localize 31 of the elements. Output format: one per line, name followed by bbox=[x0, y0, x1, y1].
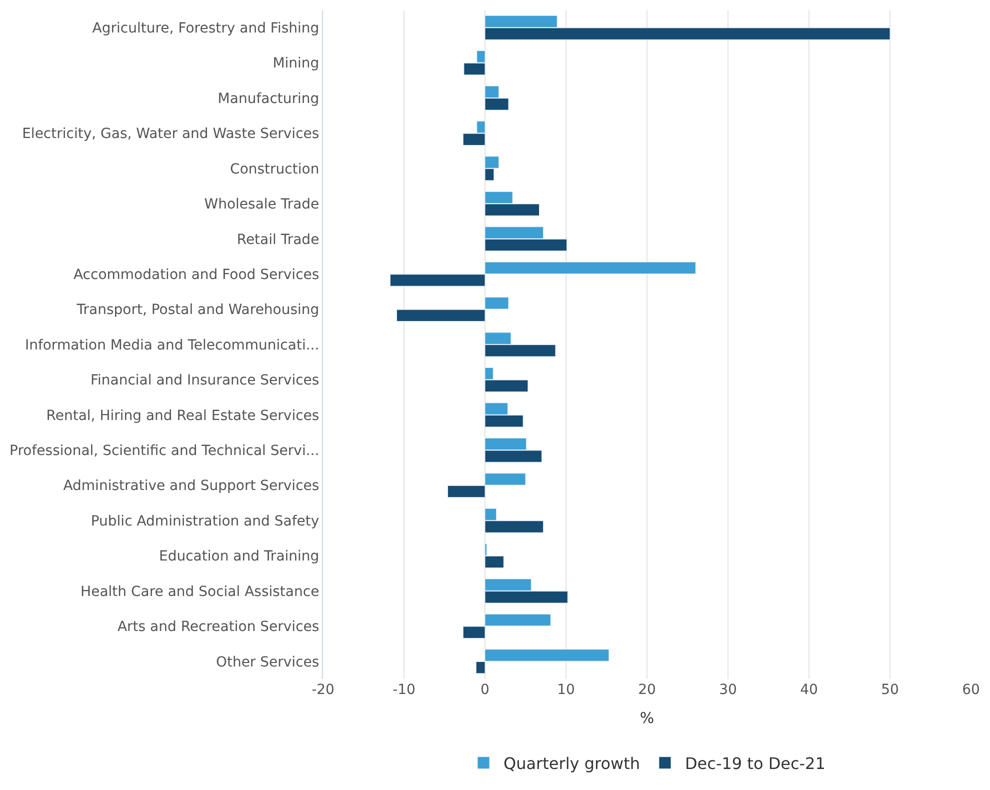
y-tick-label: Wholesale Trade bbox=[204, 196, 320, 213]
y-tick-label: Electricity, Gas, Water and Waste Services bbox=[22, 126, 320, 142]
x-tick-label: -20 bbox=[312, 682, 334, 698]
y-tick-label: Transport, Postal and Warehousing bbox=[76, 302, 320, 318]
legend-label: Dec-19 to Dec-21 bbox=[684, 754, 826, 774]
x-tick-label: 10 bbox=[557, 682, 575, 698]
x-tick-label: 50 bbox=[881, 682, 899, 698]
y-tick-label: Accommodation and Food Services bbox=[73, 266, 320, 283]
y-tick-label: Financial and Insurance Services bbox=[90, 372, 320, 389]
y-tick-label: Agriculture, Forestry and Fishing bbox=[92, 20, 320, 37]
y-tick-label: Public Administration and Safety bbox=[90, 513, 320, 530]
y-tick-label: Rental, Hiring and Real Estate Services bbox=[46, 408, 320, 424]
y-tick-label: Retail Trade bbox=[236, 232, 320, 248]
x-axis-title: % bbox=[640, 709, 654, 727]
y-tick-label: Health Care and Social Assistance bbox=[80, 584, 320, 600]
x-tick-label: -10 bbox=[392, 682, 416, 698]
y-tick-label: Administrative and Support Services bbox=[63, 478, 320, 494]
x-tick-label: 40 bbox=[800, 682, 818, 698]
y-tick-label: Mining bbox=[272, 56, 320, 72]
y-tick-label: Information Media and Telecommunicati... bbox=[24, 337, 320, 354]
x-tick-label: 30 bbox=[719, 682, 737, 698]
y-tick-label: Arts and Recreation Services bbox=[117, 619, 320, 636]
x-tick-label: 60 bbox=[962, 682, 980, 698]
x-tick-label: 0 bbox=[480, 682, 490, 698]
y-tick-label: Manufacturing bbox=[218, 90, 320, 107]
x-tick-label: 20 bbox=[638, 682, 656, 698]
legend-label: Quarterly growth bbox=[504, 754, 640, 774]
y-tick-label: Professional, Scientific and Technical Servi... bbox=[10, 443, 320, 460]
y-tick-label: Education and Training bbox=[159, 548, 320, 565]
y-tick-label: Other Services bbox=[216, 654, 320, 670]
y-tick-label: Construction bbox=[230, 161, 320, 178]
